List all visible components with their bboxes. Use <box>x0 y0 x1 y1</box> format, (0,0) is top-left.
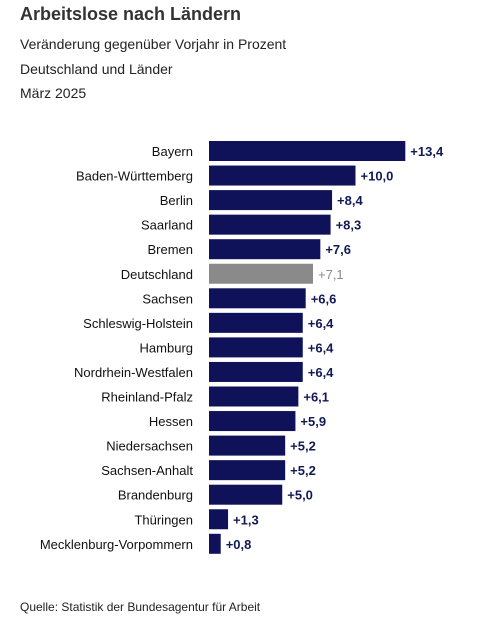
bar <box>209 337 303 358</box>
bar <box>209 386 299 407</box>
category-label: Brandenburg <box>118 488 193 503</box>
bar <box>209 509 229 530</box>
chart-subtitle: Veränderung gegenüber Vorjahr in Prozent <box>20 36 287 52</box>
category-label: Thüringen <box>134 512 193 527</box>
bar <box>209 533 221 554</box>
category-label: Berlin <box>160 193 193 208</box>
chart-date: März 2025 <box>20 85 87 101</box>
bar <box>209 239 321 260</box>
bar <box>209 312 303 333</box>
category-label: Hessen <box>149 414 193 429</box>
value-label: +6,4 <box>308 365 334 380</box>
bar <box>209 165 356 186</box>
value-label: +5,0 <box>287 488 313 503</box>
category-label: Nordrhein-Westfalen <box>74 365 193 380</box>
category-label: Sachsen <box>142 291 193 306</box>
category-label: Baden-Württemberg <box>76 169 193 184</box>
value-label: +6,4 <box>308 340 334 355</box>
value-label: +0,8 <box>226 537 252 552</box>
bar <box>209 484 283 505</box>
value-label: +5,9 <box>300 414 326 429</box>
value-label: +6,6 <box>311 291 337 306</box>
value-label: +1,3 <box>233 512 259 527</box>
category-label: Schleswig-Holstein <box>83 316 193 331</box>
value-label: +7,1 <box>318 267 344 282</box>
bar-chart: Bayern +13,4 Baden-Württemberg +10,0 Berlin +… <box>40 141 444 554</box>
category-label: Bremen <box>147 242 193 257</box>
bar <box>209 214 331 235</box>
bar <box>209 263 314 284</box>
bar <box>209 190 333 211</box>
bar <box>209 141 406 161</box>
value-label: +5,2 <box>290 439 316 454</box>
value-label: +8,4 <box>337 193 363 208</box>
category-label: Mecklenburg-Vorpommern <box>40 537 193 552</box>
category-label: Saarland <box>141 218 193 233</box>
category-label: Deutschland <box>121 267 193 282</box>
value-label: +7,6 <box>325 242 351 257</box>
category-label: Sachsen-Anhalt <box>101 463 193 478</box>
bar <box>209 435 286 456</box>
value-label: +8,3 <box>336 218 362 233</box>
bar <box>209 288 306 309</box>
chart-region: Deutschland und Länder <box>20 61 173 77</box>
chart-title: Arbeitslose nach Ländern <box>20 4 242 24</box>
bar <box>209 460 286 481</box>
value-label: +5,2 <box>290 463 316 478</box>
category-label: Niedersachsen <box>106 439 193 454</box>
category-label: Hamburg <box>140 340 193 355</box>
value-label: +6,4 <box>308 316 334 331</box>
value-label: +13,4 <box>410 144 444 159</box>
bar <box>209 411 296 432</box>
category-label: Bayern <box>152 144 193 159</box>
value-label: +10,0 <box>361 169 394 184</box>
value-label: +6,1 <box>303 390 329 405</box>
category-label: Rheinland-Pfalz <box>101 390 193 405</box>
source-note: Quelle: Statistik der Bundesagentur für … <box>20 600 261 614</box>
bar <box>209 361 303 382</box>
